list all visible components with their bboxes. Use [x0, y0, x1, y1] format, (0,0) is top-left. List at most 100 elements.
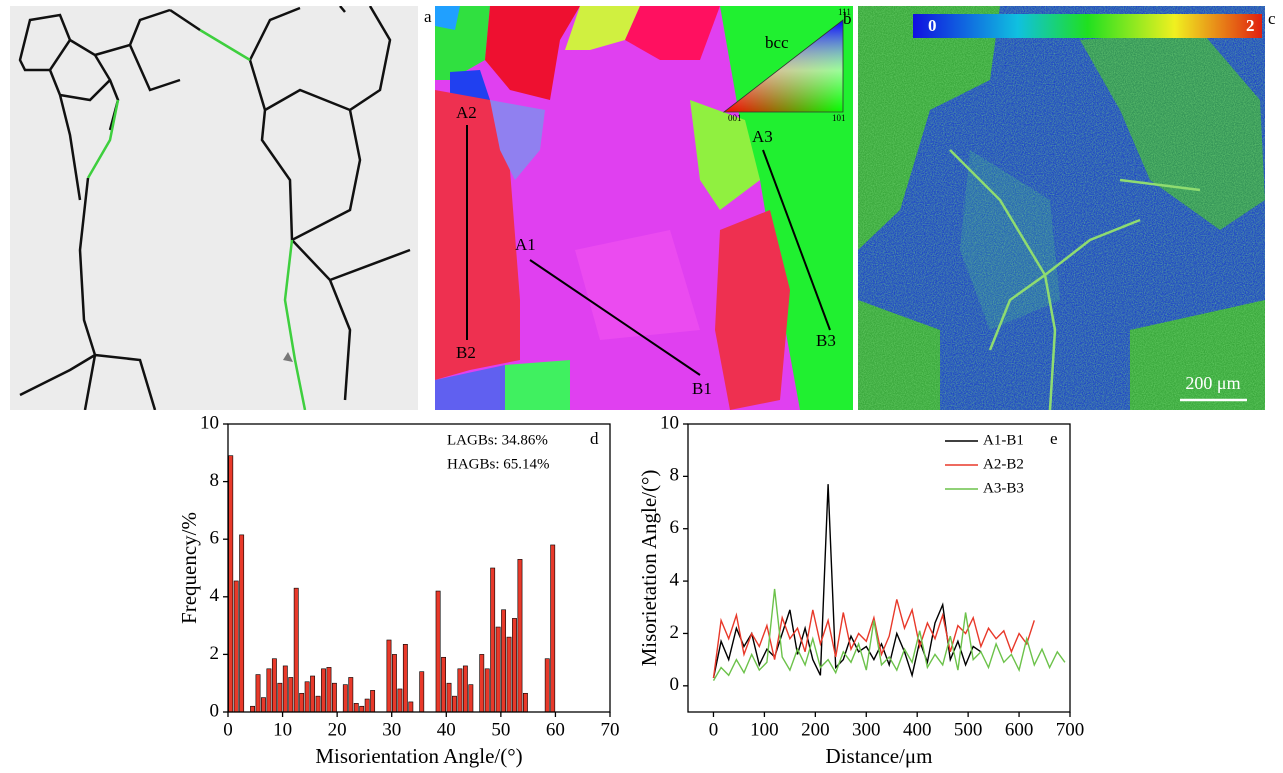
- x-tick-label: 60: [546, 719, 565, 740]
- bar: [386, 639, 392, 713]
- x-tick-label: 400: [903, 719, 932, 740]
- x-axis-label: Misorientation Angle/(°): [315, 744, 522, 768]
- grain-boundary-map: [10, 6, 418, 410]
- y-tick-label: 6: [670, 517, 680, 538]
- y-axis-label: Misorietation Angle/(°): [637, 470, 661, 667]
- line-label: A1: [515, 235, 536, 254]
- ipf-corner: 111: [838, 7, 851, 17]
- bar: [342, 684, 348, 713]
- x-tick-label: 0: [223, 719, 233, 740]
- profile-line: [762, 149, 831, 331]
- bar: [321, 668, 326, 713]
- y-tick-label: 8: [670, 465, 680, 486]
- y-axis-label: Frequency/%: [177, 512, 201, 624]
- bar: [359, 705, 365, 713]
- x-tick-label: 20: [328, 719, 347, 740]
- bar: [501, 609, 507, 713]
- kam-map: [858, 6, 1265, 410]
- bar: [250, 705, 255, 713]
- x-tick-label: 50: [491, 719, 510, 740]
- x-tick-label: 200: [801, 719, 830, 740]
- bar: [304, 681, 310, 713]
- legend-label: A1-B1: [983, 432, 1024, 448]
- bar: [331, 682, 337, 713]
- y-tick-label: 6: [210, 528, 220, 549]
- bar: [457, 668, 463, 713]
- bar: [392, 654, 397, 713]
- bar: [266, 668, 272, 713]
- x-tick-label: 100: [750, 719, 779, 740]
- panel-label: d: [590, 429, 599, 448]
- bar: [233, 580, 239, 713]
- x-tick-label: 300: [852, 719, 881, 740]
- line-label: A3: [752, 127, 773, 146]
- bar: [484, 668, 490, 713]
- bar: [544, 658, 550, 713]
- x-tick-label: 30: [382, 719, 401, 740]
- bar: [506, 636, 512, 713]
- bar: [435, 590, 441, 713]
- bar: [310, 675, 316, 713]
- legend-label: A2-B2: [983, 456, 1024, 472]
- line-label: B1: [692, 379, 712, 398]
- y-tick-label: 4: [210, 585, 220, 606]
- bar: [353, 703, 359, 713]
- bar: [370, 690, 376, 713]
- bar: [462, 665, 468, 713]
- y-tick-label: 2: [670, 622, 680, 643]
- bar: [517, 559, 523, 713]
- bar: [293, 587, 299, 713]
- y-tick-label: 0: [210, 700, 220, 721]
- x-tick-label: 600: [1005, 719, 1034, 740]
- bar: [446, 682, 452, 713]
- line-label: A2: [456, 103, 477, 122]
- x-tick-label: 700: [1056, 719, 1085, 740]
- bar: [522, 692, 528, 713]
- line-label: B2: [456, 343, 476, 362]
- bar: [288, 677, 294, 713]
- bar: [441, 656, 446, 713]
- x-tick-label: 40: [437, 719, 456, 740]
- profile-line: [529, 259, 701, 376]
- bar: [261, 697, 266, 713]
- y-tick-label: 2: [210, 643, 220, 664]
- plot-frame: [227, 423, 611, 713]
- bar: [271, 658, 277, 713]
- ipf-corner: 001: [728, 113, 742, 123]
- bar: [490, 567, 496, 713]
- ipf-corner: 101: [832, 113, 846, 123]
- series-line: [712, 484, 982, 679]
- line-label: B3: [816, 331, 836, 350]
- panel-label: e: [1050, 429, 1058, 448]
- y-tick-label: 10: [200, 412, 219, 433]
- x-tick-label: 10: [273, 719, 292, 740]
- bar: [348, 677, 354, 713]
- bar: [326, 667, 332, 713]
- bar: [299, 692, 305, 713]
- bar: [495, 626, 501, 713]
- x-tick-label: 500: [954, 719, 983, 740]
- plot-frame: [687, 423, 1071, 713]
- x-axis-label: Distance/μm: [826, 744, 933, 768]
- bar: [397, 688, 403, 713]
- colorbar-label: 2: [1246, 16, 1255, 35]
- colorbar-label: 0: [928, 16, 937, 35]
- panel-label: c: [1268, 9, 1276, 28]
- legend-label: A3-B3: [983, 480, 1024, 496]
- y-tick-label: 10: [660, 412, 679, 433]
- ipf-triangle-overlay: [722, 19, 844, 113]
- bar: [239, 534, 245, 713]
- y-tick-label: 8: [210, 470, 220, 491]
- bar: [550, 544, 556, 713]
- series-line: [712, 588, 1066, 681]
- series-line: [712, 599, 1035, 679]
- ipf-title: bcc: [765, 33, 789, 52]
- bar: [282, 665, 288, 713]
- bar: [468, 684, 474, 713]
- bar: [228, 455, 234, 713]
- y-tick-label: 0: [670, 674, 680, 695]
- x-tick-label: 0: [709, 719, 719, 740]
